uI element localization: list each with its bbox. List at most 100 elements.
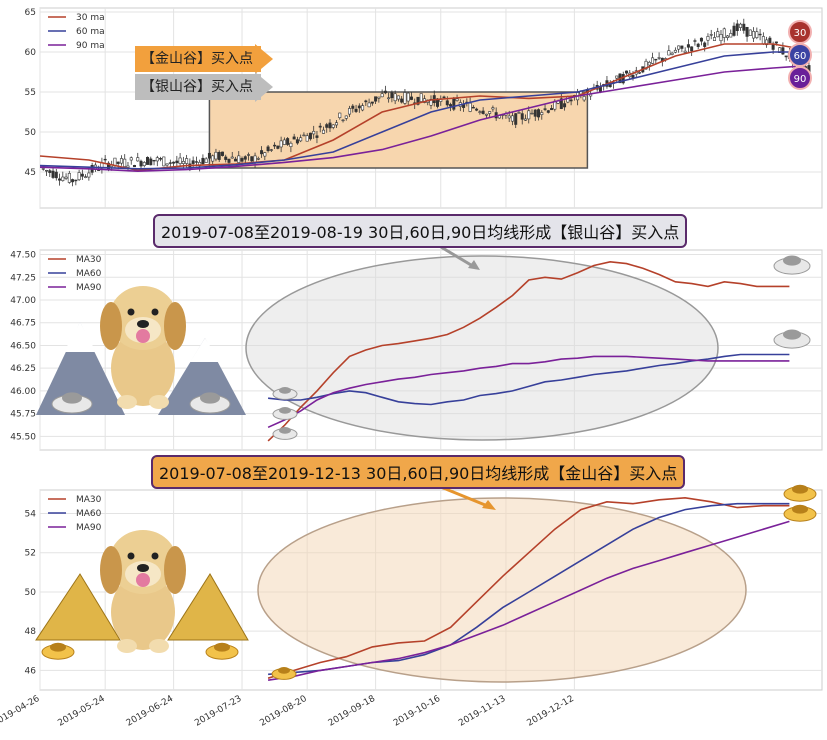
candle-body (370, 101, 374, 104)
candle-body (237, 155, 241, 163)
candle-body (638, 72, 642, 74)
candle-body (201, 157, 205, 165)
candle-body (308, 132, 312, 140)
ma-badge-label: 90 (794, 74, 807, 85)
candle-body (624, 70, 628, 74)
candle-body (383, 90, 387, 94)
candle-body (279, 140, 283, 148)
candle-body (452, 98, 456, 110)
silver-valley-zone (208, 91, 589, 169)
candle-body (598, 86, 602, 92)
candle-body (207, 152, 211, 159)
candle-body (253, 155, 257, 163)
gold-valley-callout: 2019-07-08至2019-12-13 30日,60日,90日均线形成【金山… (151, 455, 686, 489)
candle-body (739, 23, 743, 28)
candle-body (445, 100, 449, 106)
gold-pyramid-right-icon (167, 573, 249, 641)
candle-body (716, 31, 720, 38)
candle-body (468, 102, 472, 112)
candle-body (709, 34, 713, 36)
candle-body (387, 97, 391, 100)
candle-body (54, 171, 58, 179)
y-tick-label: 50 (25, 128, 37, 138)
candle-body (546, 110, 550, 113)
candle-body (406, 92, 410, 102)
candle-body (748, 29, 752, 36)
candle-body (348, 108, 352, 115)
candle-body (282, 139, 286, 145)
candle-body (84, 176, 88, 178)
candle-body (774, 41, 778, 44)
candle-body (64, 176, 68, 179)
ma-badge-label: 30 (794, 28, 807, 39)
series-line-ma60 (268, 353, 790, 406)
legend-label: MA60 (76, 269, 102, 279)
candle-body (351, 105, 355, 109)
candle-body (582, 96, 586, 101)
candle-body (514, 113, 518, 125)
candle-body (194, 161, 198, 163)
candle-body (657, 57, 661, 59)
candle-body (755, 31, 759, 38)
candle-body (103, 158, 107, 161)
y-tick-label: 60 (25, 48, 37, 58)
legend-label: MA90 (76, 523, 102, 533)
y-tick-label: 45 (25, 168, 36, 178)
candle-body (344, 115, 348, 119)
candle-body (670, 52, 674, 55)
candle-body (732, 25, 736, 36)
candle-body (224, 156, 228, 160)
candle-body (41, 168, 45, 170)
silver-callout-arrowhead (468, 260, 480, 270)
candle-body (719, 34, 723, 42)
candle-body (185, 158, 189, 164)
candle-body (677, 45, 681, 50)
candle-body (305, 135, 309, 142)
candle-body (152, 159, 156, 162)
legend-label: MA30 (76, 255, 102, 265)
candle-body (116, 161, 120, 164)
candle-body (510, 115, 514, 122)
candle-body (142, 162, 146, 166)
legend-label: MA90 (76, 283, 102, 293)
candle-body (550, 108, 554, 111)
x-tick-label: 2019-04-26 (0, 694, 42, 729)
candle-body (673, 49, 677, 53)
gold-valley-highlight (257, 497, 747, 683)
candle-body (273, 144, 277, 147)
candle-body (680, 45, 684, 49)
candle-body (338, 112, 342, 118)
candle-body (227, 158, 231, 163)
candle-body (563, 103, 567, 108)
candle-body (400, 98, 404, 103)
legend-label: 90 ma (76, 41, 105, 51)
candle-body (488, 111, 492, 114)
candle-body (533, 109, 537, 117)
x-tick-label: 2019-08-20 (258, 694, 309, 729)
candle-body (214, 151, 218, 160)
candle-body (729, 33, 733, 38)
candle-body (243, 156, 247, 160)
silver-valley-buy-label: 【银山谷】买入点 (135, 74, 261, 100)
candle-body (667, 50, 671, 56)
candle-body (132, 165, 136, 168)
y-tick-label: 45.75 (10, 410, 36, 420)
candle-body (71, 179, 75, 183)
x-tick-label: 2019-11-13 (457, 694, 507, 729)
candle-body (256, 158, 260, 160)
silver-ingot-icon (272, 407, 298, 420)
y-tick-label: 48 (25, 627, 37, 637)
candle-body (269, 149, 273, 151)
y-tick-label: 46.75 (10, 319, 36, 329)
candle-body (302, 134, 306, 137)
candle-body (507, 115, 511, 119)
candle-body (768, 37, 772, 44)
silver-callout-arrow (435, 242, 477, 270)
candle-body (136, 157, 140, 162)
candle-body (745, 26, 749, 37)
candle-body (781, 47, 785, 55)
gold-ingot-icon (271, 667, 297, 680)
y-tick-label: 47.25 (10, 273, 36, 283)
gold-ingot-icon (783, 504, 817, 522)
silver-valley-highlight (245, 255, 719, 441)
